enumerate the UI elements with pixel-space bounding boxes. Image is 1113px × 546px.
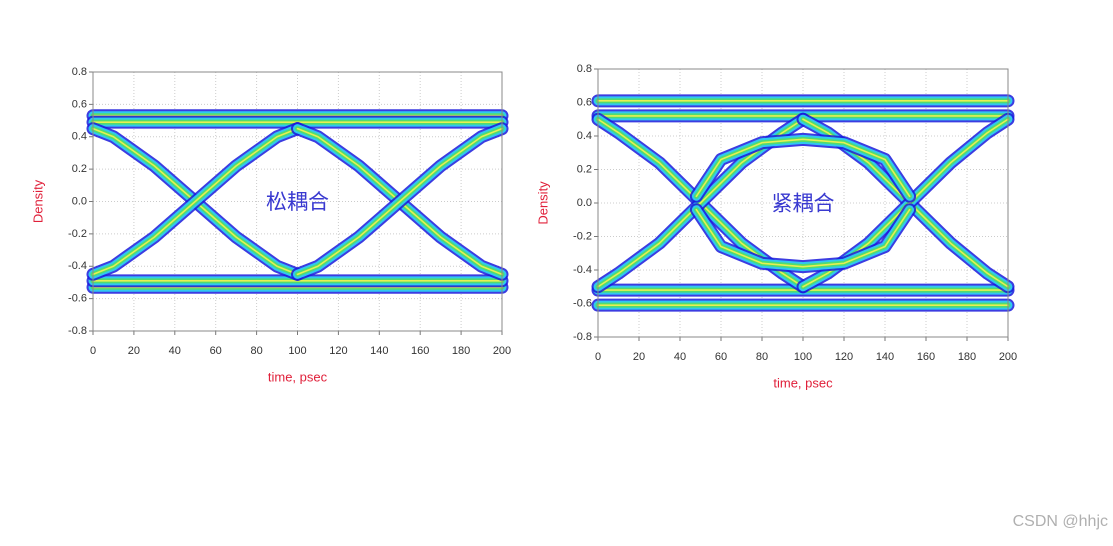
trace (296, 127, 503, 276)
x-tick-label: 80 (250, 345, 262, 357)
y-tick-label: 0.6 (72, 98, 87, 110)
y-tick-label: 0.4 (72, 131, 87, 143)
y-tick-label: 0.0 (72, 195, 87, 207)
x-tick-label: 200 (999, 351, 1017, 363)
trace (92, 127, 299, 276)
y-tick-label: -0.6 (68, 293, 87, 305)
x-tick-label: 140 (370, 345, 388, 357)
y-tick-label: -0.4 (573, 264, 592, 276)
x-tick-label: 100 (794, 351, 812, 363)
y-tick-label: 0.0 (577, 197, 592, 209)
y-axis-label: Density (30, 179, 45, 223)
y-tick-label: -0.2 (68, 228, 87, 240)
annotation: 松耦合 (266, 191, 329, 214)
y-tick-label: -0.8 (573, 331, 592, 343)
x-tick-label: 40 (169, 345, 181, 357)
y-tick-label: 0.4 (577, 130, 592, 142)
plot-frame (92, 71, 503, 332)
trace (597, 118, 804, 288)
plot-frame (597, 68, 1009, 338)
y-tick-label: 0.8 (72, 66, 87, 78)
x-tick-label: 20 (128, 345, 140, 357)
x-tick-label: 120 (329, 345, 347, 357)
x-tick-label: 80 (756, 351, 768, 363)
y-tick-label: -0.4 (68, 260, 87, 272)
watermark: CSDN @hhjc (1013, 513, 1108, 530)
x-tick-label: 100 (288, 345, 306, 357)
y-tick-label: -0.6 (573, 297, 592, 309)
y-tick-label: 0.2 (577, 163, 592, 175)
trace (695, 138, 911, 198)
x-tick-label: 60 (715, 351, 727, 363)
x-axis-label: time, psec (773, 375, 833, 390)
x-tick-label: 120 (835, 351, 853, 363)
annotation: 紧耦合 (772, 193, 835, 216)
x-tick-label: 160 (411, 345, 429, 357)
y-tick-label: 0.8 (577, 63, 592, 75)
x-tick-label: 180 (452, 345, 470, 357)
y-tick-label: -0.2 (573, 230, 592, 242)
y-tick-label: 0.6 (577, 96, 592, 108)
x-tick-label: 180 (958, 351, 976, 363)
y-tick-label: 0.2 (72, 163, 87, 175)
x-tick-label: 20 (633, 351, 645, 363)
trace (802, 118, 1009, 288)
x-tick-label: 200 (493, 345, 511, 357)
x-tick-label: 0 (595, 351, 601, 363)
x-axis-label: time, psec (268, 369, 328, 384)
x-tick-label: 140 (876, 351, 894, 363)
trace (695, 208, 911, 268)
y-axis-label: Density (535, 181, 550, 225)
y-tick-label: -0.8 (68, 325, 87, 337)
x-tick-label: 60 (210, 345, 222, 357)
x-tick-label: 40 (674, 351, 686, 363)
x-tick-label: 160 (917, 351, 935, 363)
x-tick-label: 0 (90, 345, 96, 357)
